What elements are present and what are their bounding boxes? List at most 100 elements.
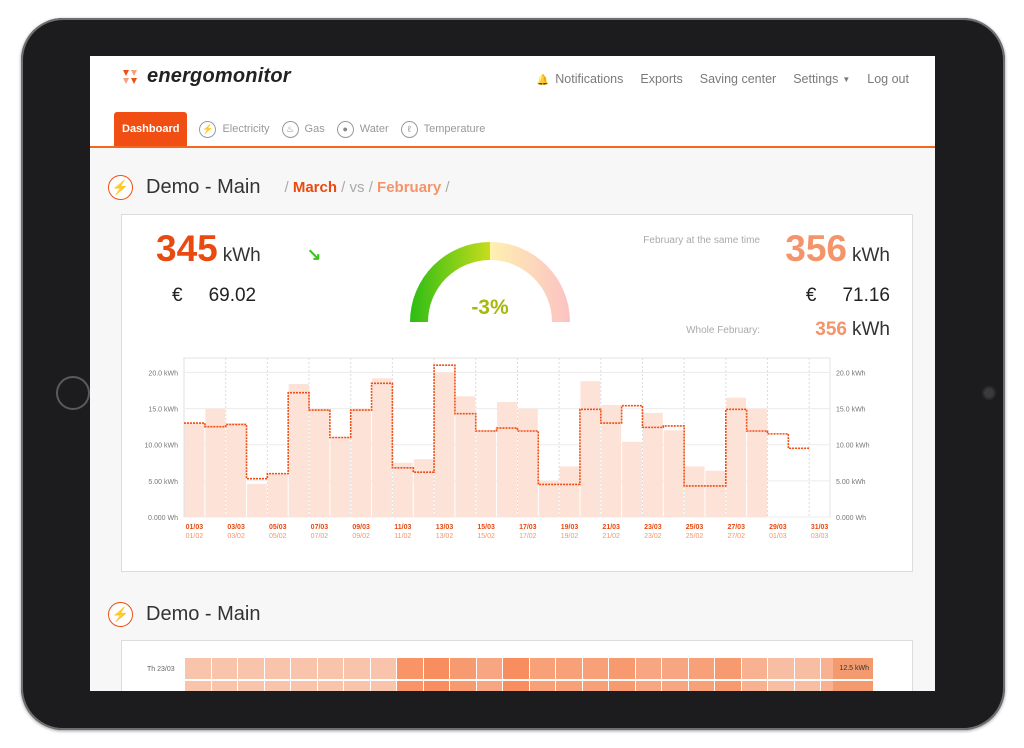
heatmap-cell[interactable]: [609, 681, 635, 691]
nav-saving-center[interactable]: Saving center: [699, 72, 777, 86]
heatmap-cell[interactable]: [503, 658, 529, 679]
bar-previous: [247, 483, 267, 517]
heatmap-cell[interactable]: [768, 658, 794, 679]
heatmap-cell[interactable]: [476, 681, 502, 691]
heatmap-cell[interactable]: [264, 658, 290, 679]
brand-logo[interactable]: energomonitor: [120, 65, 291, 88]
heatmap-cell[interactable]: [238, 658, 264, 679]
heatmap-cell[interactable]: [741, 658, 767, 679]
heatmap-cell[interactable]: [211, 658, 237, 679]
heatmap-cell[interactable]: [450, 681, 476, 691]
tab-gas[interactable]: ♨ Gas: [281, 112, 325, 146]
heatmap-cell[interactable]: [635, 681, 661, 691]
heatmap-cell[interactable]: [662, 681, 688, 691]
heatmap-cell[interactable]: [291, 658, 317, 679]
tab-label: Temperature: [423, 123, 486, 135]
heatmap-cell[interactable]: [291, 681, 317, 691]
bar-previous: [455, 396, 476, 517]
heatmap-cell[interactable]: [715, 681, 741, 691]
current-cost: €69.02: [172, 285, 256, 307]
y-tick-label-right: 15.0 kWh: [836, 407, 866, 414]
heatmap-cell[interactable]: [741, 681, 767, 691]
heatmap-cell[interactable]: [556, 681, 582, 691]
heatmap-cell[interactable]: [635, 658, 661, 679]
heatmap-row-label: Th 23/03: [147, 666, 175, 673]
tab-dashboard[interactable]: Dashboard: [114, 112, 188, 146]
currency: €: [172, 285, 183, 306]
tab-water[interactable]: ● Water: [336, 112, 389, 146]
heatmap-cell[interactable]: [794, 681, 820, 691]
heatmap-cell[interactable]: [317, 658, 343, 679]
heatmap-cell[interactable]: [768, 681, 794, 691]
heatmap-cell[interactable]: [715, 658, 741, 679]
app-screen: energomonitor 🔔 Notifications Exports Sav…: [90, 56, 935, 691]
heatmap-cell[interactable]: [688, 681, 714, 691]
heatmap-cell[interactable]: [211, 681, 237, 691]
heatmap-cell[interactable]: [476, 658, 502, 679]
y-tick-label-left: 5.00 kWh: [148, 479, 178, 486]
y-tick-label-left: 10.00 kWh: [145, 443, 179, 450]
bar-previous: [330, 437, 351, 517]
heatmap-cell[interactable]: [370, 681, 396, 691]
nav-logout[interactable]: Log out: [867, 72, 909, 86]
tab-label: Water: [359, 123, 389, 135]
heatmap-cell[interactable]: [609, 658, 635, 679]
tab-temperature[interactable]: ℓ Temperature: [400, 112, 486, 146]
compare-month-link[interactable]: February: [377, 179, 442, 196]
heatmap-cell[interactable]: [556, 658, 582, 679]
bar-previous: [392, 462, 413, 517]
heatmap-cell[interactable]: [344, 658, 370, 679]
current-month-link[interactable]: March: [292, 179, 338, 196]
nav-exports[interactable]: Exports: [640, 72, 683, 86]
gauge: -3%: [410, 242, 570, 322]
bar-previous: [184, 423, 205, 517]
heatmap-cell[interactable]: [529, 681, 555, 691]
heatmap-cell[interactable]: [370, 658, 396, 679]
heatmap-row-total-next: [833, 681, 873, 691]
bar-previous: [372, 378, 392, 517]
home-button[interactable]: [56, 376, 90, 410]
nav-settings[interactable]: Settings ▼: [793, 72, 850, 86]
heatmap-row-total: 12.5 kWh: [833, 658, 873, 679]
heatmap-cell[interactable]: [185, 658, 211, 679]
x-tick-label-current: 07/03: [311, 524, 329, 531]
heatmap-cell[interactable]: [529, 658, 555, 679]
x-tick-label-previous: 13/02: [436, 533, 454, 540]
heatmap-cell[interactable]: [317, 681, 343, 691]
nav-notifications[interactable]: 🔔 Notifications: [537, 72, 624, 86]
cost-value: 71.16: [842, 285, 890, 306]
heatmap-cell[interactable]: [238, 681, 264, 691]
x-tick-label-current: 29/03: [769, 524, 787, 531]
x-tick-label-current: 21/03: [602, 524, 620, 531]
bar-previous: [267, 473, 288, 517]
bar-previous: [205, 408, 226, 517]
heatmap-cell[interactable]: [450, 658, 476, 679]
bar-previous: [517, 408, 538, 517]
previous-cost: €71.16: [806, 285, 890, 307]
tab-electricity[interactable]: ⚡ Electricity: [199, 112, 270, 146]
x-tick-label-current: 03/03: [227, 524, 245, 531]
heatmap-cell[interactable]: [423, 681, 449, 691]
tabs: Dashboard ⚡ Electricity ♨ Gas ● Water ℓ Temp…: [114, 112, 485, 146]
bolt-icon: ⚡: [108, 602, 133, 627]
bar-previous: [559, 466, 580, 517]
heatmap-cell[interactable]: [582, 681, 608, 691]
unit-label: kWh: [852, 319, 890, 340]
top-nav: 🔔 Notifications Exports Saving center Set…: [537, 72, 909, 86]
heatmap-cell[interactable]: [423, 658, 449, 679]
heatmap-cell[interactable]: [662, 658, 688, 679]
heatmap-cell[interactable]: [397, 658, 423, 679]
heatmap-cell[interactable]: [344, 681, 370, 691]
heatmap-cell[interactable]: [397, 681, 423, 691]
heatmap-cell[interactable]: [185, 681, 211, 691]
heatmap-cell[interactable]: [688, 658, 714, 679]
x-tick-label-current: 25/03: [686, 524, 704, 531]
heatmap-cell[interactable]: [582, 658, 608, 679]
x-tick-label-current: 19/03: [561, 524, 579, 531]
heatmap-cell[interactable]: [794, 658, 820, 679]
x-tick-label-current: 15/03: [477, 524, 495, 531]
heatmap-cell[interactable]: [264, 681, 290, 691]
bar-previous: [601, 404, 622, 517]
heatmap-cell[interactable]: [503, 681, 529, 691]
x-tick-label-current: 13/03: [436, 524, 454, 531]
